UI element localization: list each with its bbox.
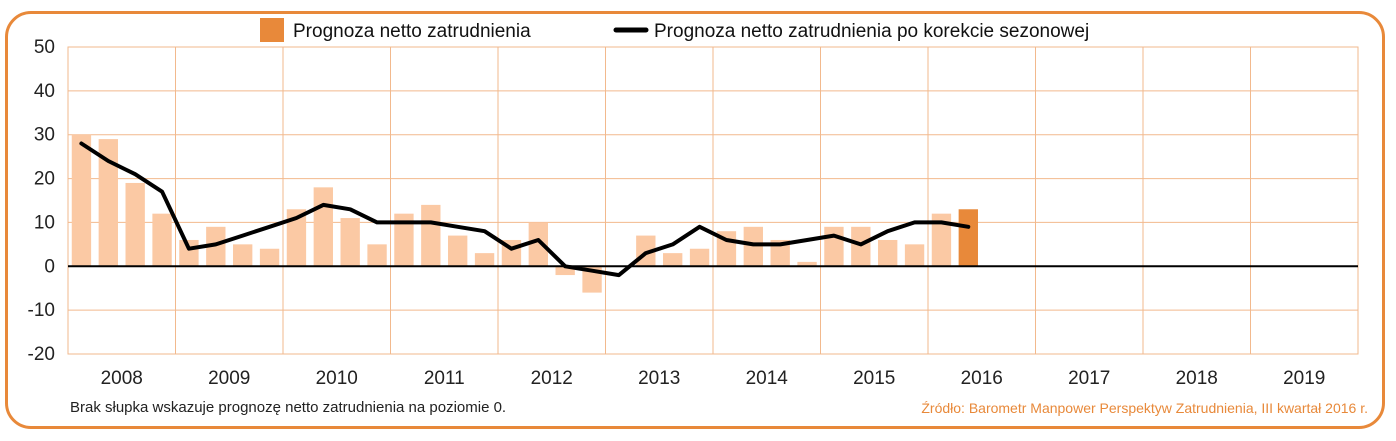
y-tick-label: 40 (34, 81, 55, 102)
y-tick-label: -20 (28, 344, 55, 365)
x-tick-label: 2008 (101, 368, 143, 389)
source-note: Źródło: Barometr Manpower Perspektyw Zat… (921, 400, 1368, 416)
legend: Prognoza netto zatrudnienia Prognoza nett… (260, 18, 1089, 42)
bar (152, 213, 172, 267)
y-tick-label: 0 (44, 256, 55, 277)
x-tick-label: 2018 (1176, 368, 1218, 389)
bar (878, 239, 898, 267)
bar (206, 226, 226, 267)
y-tick-labels: -20 -10 0 10 20 30 40 50 (28, 37, 55, 365)
adjusted-series-line (79, 141, 971, 278)
bar (958, 209, 978, 267)
bar (367, 244, 387, 267)
bar (313, 187, 333, 267)
bar (286, 209, 307, 267)
x-tick-labels: 2008 2009 2010 2011 2012 2013 2014 2015 2016 2017… (101, 368, 1326, 389)
footnote: Brak słupka wskazuje prognozę netto zatr… (70, 399, 507, 416)
y-tick-label: -10 (28, 300, 55, 321)
bar (98, 139, 118, 267)
x-tick-label: 2017 (1068, 368, 1110, 389)
chart-frame (5, 11, 1385, 429)
x-tick-label: 2015 (853, 368, 895, 389)
bar (421, 204, 441, 267)
bar (797, 261, 817, 267)
bar (770, 239, 790, 267)
bar (904, 244, 925, 267)
bar (555, 266, 575, 276)
x-tick-label: 2009 (208, 368, 250, 389)
legend-line-label: Prognoza netto zatrudnienia po korekcie … (654, 21, 1089, 42)
legend-bar-label: Prognoza netto zatrudnienia (293, 21, 531, 42)
bar (851, 226, 871, 267)
y-tick-label: 50 (34, 37, 55, 58)
bar (689, 248, 710, 267)
bar (394, 213, 414, 267)
bars (71, 134, 978, 293)
bar (259, 248, 280, 267)
bar (474, 253, 495, 267)
bar (340, 218, 360, 267)
adjusted-line (79, 141, 971, 278)
bar (743, 226, 763, 267)
bar (125, 182, 145, 267)
bar (824, 226, 844, 267)
x-tick-label: 2019 (1283, 368, 1325, 389)
grid (67, 46, 1359, 355)
y-tick-label: 10 (34, 212, 55, 233)
x-tick-label: 2014 (746, 368, 789, 389)
bar (663, 253, 683, 267)
x-tick-label: 2016 (961, 368, 1003, 389)
y-tick-label: 30 (34, 125, 55, 146)
bar (448, 235, 468, 267)
bar (233, 244, 253, 267)
x-tick-label: 2013 (638, 368, 680, 389)
x-tick-label: 2010 (316, 368, 358, 389)
bar (179, 239, 199, 267)
legend-bar-swatch (260, 18, 284, 42)
bar (528, 222, 548, 267)
x-tick-label: 2011 (424, 368, 465, 389)
bar (71, 134, 92, 267)
x-tick-label: 2012 (531, 368, 573, 389)
y-tick-label: 20 (34, 169, 55, 190)
bar (931, 213, 952, 267)
